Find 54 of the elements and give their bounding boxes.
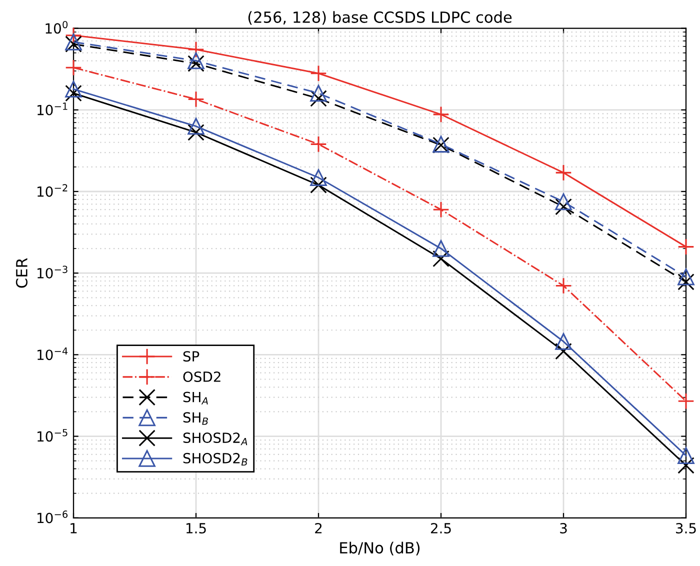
- chart-title: (256, 128) base CCSDS LDPC code: [248, 11, 512, 25]
- x-tick-label: 2.5: [430, 522, 451, 534]
- point: [65, 59, 82, 76]
- point: [555, 277, 572, 294]
- point: [678, 456, 694, 474]
- point: [678, 392, 694, 410]
- point: [188, 90, 204, 108]
- x-tick-label: 3: [560, 522, 567, 534]
- y-tick-label: 10$^{−5}$: [38, 429, 68, 442]
- y-axis-title: CER: [16, 258, 28, 288]
- y-tick-label: 10$^{−1}$: [38, 102, 68, 116]
- point: [432, 240, 450, 257]
- point: [432, 250, 450, 268]
- point: [432, 201, 450, 218]
- legend-label: SH$_{B}$: [183, 412, 208, 425]
- point: [432, 106, 450, 123]
- x-tick-label: 1: [70, 523, 77, 534]
- x-tick-label: 2: [315, 522, 322, 534]
- x-tick-label: 3.5: [676, 522, 696, 534]
- point: [678, 273, 694, 290]
- point: [310, 176, 327, 194]
- point: [678, 268, 694, 286]
- point: [555, 342, 572, 360]
- y-tick-label: 10$^{−3}$: [38, 266, 68, 278]
- point: [555, 164, 572, 182]
- point: [310, 90, 327, 107]
- point: [678, 238, 694, 256]
- y-tick-label: 10$^{−6}$: [38, 510, 68, 524]
- point: [188, 41, 204, 58]
- y-tick-label: 10$^{0}$: [46, 20, 68, 34]
- x-tick-label: 1.5: [186, 523, 206, 534]
- legend-label: SHOSD2$_{B}$: [183, 452, 248, 466]
- point: [310, 136, 327, 153]
- legend-label: SH$_{A}$: [183, 392, 208, 404]
- point: [310, 84, 327, 102]
- point: [310, 169, 327, 186]
- point: [555, 193, 572, 210]
- point: [65, 84, 82, 102]
- point: [678, 447, 694, 464]
- point: [65, 80, 82, 98]
- point: [188, 52, 204, 70]
- legend-label: OSD2: [183, 371, 220, 382]
- legend-label: SHOSD2$_{A}$: [183, 432, 248, 446]
- point: [555, 333, 572, 350]
- y-tick-label: 10$^{−2}$: [38, 184, 68, 197]
- x-axis-title: Eb/No (dB): [340, 542, 420, 556]
- point: [65, 26, 82, 44]
- point: [188, 124, 204, 141]
- legend-label: SP: [183, 351, 200, 362]
- point: [555, 198, 572, 216]
- point: [188, 55, 204, 72]
- point: [310, 65, 327, 82]
- point: [188, 118, 204, 135]
- y-tick-label: 10$^{−4}$: [38, 347, 68, 360]
